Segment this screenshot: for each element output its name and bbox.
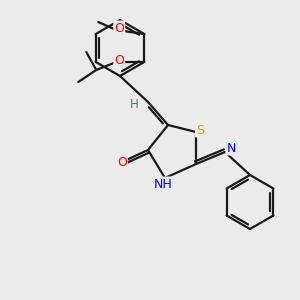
Text: H: H — [130, 98, 138, 110]
Text: NH: NH — [154, 178, 172, 190]
Text: N: N — [226, 142, 236, 154]
Text: O: O — [117, 155, 127, 169]
Text: O: O — [114, 22, 124, 34]
Text: O: O — [114, 53, 124, 67]
Text: S: S — [196, 124, 204, 136]
